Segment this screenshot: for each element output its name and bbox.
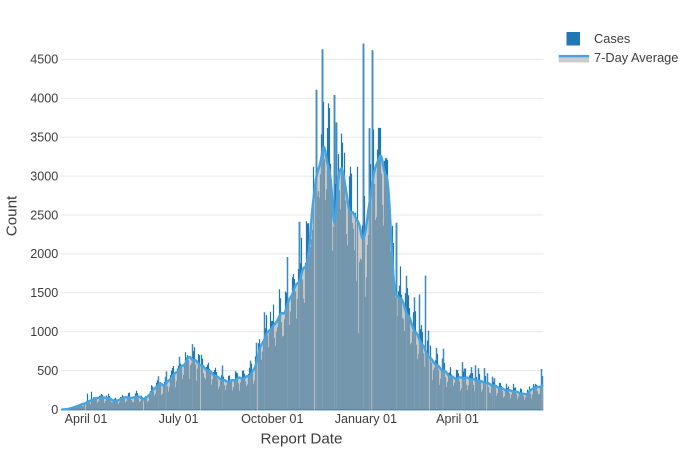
svg-text:October 01: October 01: [241, 412, 303, 426]
svg-text:January 01: January 01: [335, 412, 397, 426]
svg-text:Cases: Cases: [594, 31, 630, 46]
svg-text:July 01: July 01: [159, 412, 199, 426]
svg-text:2500: 2500: [30, 208, 58, 222]
svg-text:April 01: April 01: [65, 412, 108, 426]
svg-text:1500: 1500: [30, 286, 58, 300]
svg-text:2000: 2000: [30, 247, 58, 261]
svg-text:1000: 1000: [30, 325, 58, 339]
svg-text:500: 500: [37, 364, 58, 378]
svg-text:Report Date: Report Date: [261, 430, 343, 447]
svg-text:0: 0: [51, 403, 58, 417]
svg-text:3000: 3000: [30, 169, 58, 183]
svg-text:April 01: April 01: [436, 412, 479, 426]
svg-text:4000: 4000: [30, 92, 58, 106]
svg-text:Count: Count: [4, 195, 21, 236]
svg-text:4500: 4500: [30, 53, 58, 67]
svg-text:7-Day Average: 7-Day Average: [594, 50, 678, 65]
svg-text:3500: 3500: [30, 131, 58, 145]
